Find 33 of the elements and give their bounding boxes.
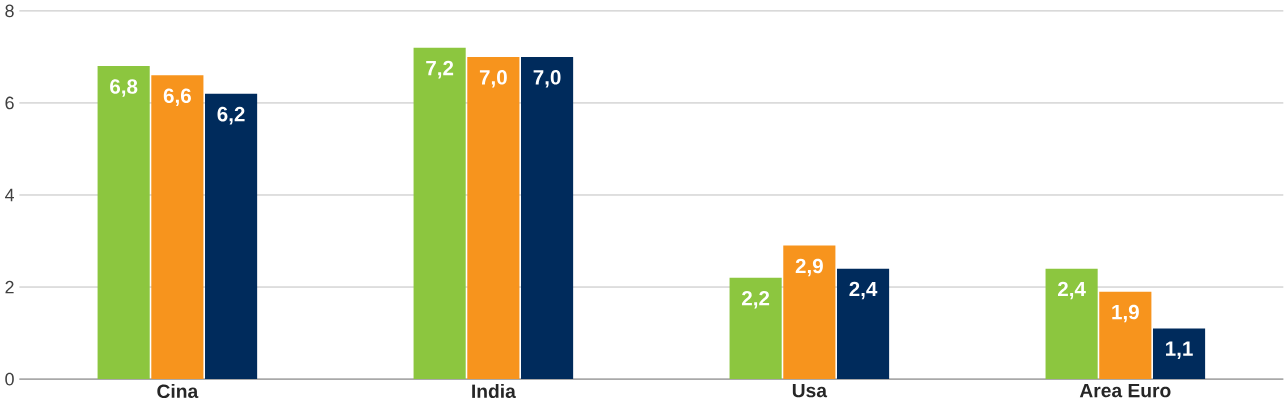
bar <box>783 245 836 380</box>
x-tick-label: Cina <box>157 384 199 399</box>
y-tick-label: 4 <box>5 189 14 202</box>
data-label: 6,2 <box>217 107 245 125</box>
y-tick-label: 6 <box>5 96 14 110</box>
x-tick-label: Area Euro <box>1079 384 1171 398</box>
bar <box>413 47 466 380</box>
bar <box>97 66 150 380</box>
data-label: 2,9 <box>795 258 823 277</box>
y-tick-label: 0 <box>5 372 14 386</box>
data-label: 6,6 <box>163 88 191 107</box>
data-label: 2,2 <box>742 291 770 309</box>
data-label: 1,9 <box>1112 304 1139 323</box>
data-label: 1,1 <box>1166 341 1193 360</box>
x-tick-label: India <box>472 384 516 399</box>
x-tick-label: Usa <box>792 384 828 398</box>
data-label: 6,8 <box>110 79 138 97</box>
bar <box>205 93 258 380</box>
y-tick-label: 8 <box>5 4 14 18</box>
bar <box>1099 291 1152 380</box>
data-label: 7,0 <box>533 70 561 88</box>
data-label: 7,0 <box>479 70 507 88</box>
bar <box>1152 328 1206 380</box>
data-label: 2,4 <box>1058 281 1086 300</box>
bar <box>151 75 204 380</box>
bar <box>1045 268 1098 380</box>
bar <box>836 268 890 380</box>
data-label: 7,2 <box>426 60 454 79</box>
bar <box>729 278 782 380</box>
bar <box>467 57 520 380</box>
y-tick-label: 2 <box>5 280 14 294</box>
data-label: 2,4 <box>849 281 878 300</box>
bar <box>521 57 574 380</box>
